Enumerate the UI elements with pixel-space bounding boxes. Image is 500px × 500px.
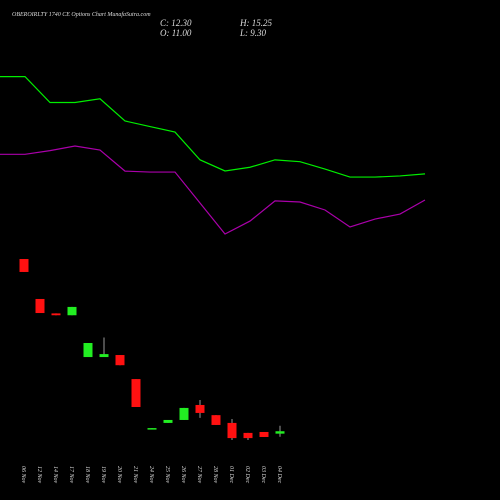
chart-title: OBEROIRLTY 1740 CE Options Chart MunafaS…: [12, 11, 151, 18]
x-tick-label: 06 Nov: [20, 466, 26, 484]
candle-body: [67, 306, 77, 316]
x-tick-label: 28 Nov: [212, 466, 218, 484]
candle-body: [19, 259, 29, 272]
x-tick-label: 21 Nov: [132, 466, 138, 484]
candle-body: [147, 428, 157, 430]
candle-body: [243, 432, 253, 439]
x-tick-label: 01 Dec: [228, 466, 234, 483]
x-tick-label: 27 Nov: [196, 466, 202, 484]
x-tick-label: 04 Dec: [276, 466, 283, 483]
candle-body: [83, 343, 93, 358]
candle-body: [99, 354, 109, 358]
x-tick-label: 25 Nov: [164, 466, 170, 484]
x-tick-label: 17 Nov: [68, 466, 74, 484]
line-series: [0, 145, 426, 235]
x-tick-label: 20 Nov: [116, 466, 122, 484]
low-label: L: 9.30: [239, 28, 267, 38]
candle-body: [163, 419, 173, 423]
candle-body: [227, 422, 237, 439]
x-tick-label: 03 Dec: [260, 466, 266, 483]
candle-body: [35, 298, 45, 314]
x-tick-label: 14 Nov: [52, 466, 59, 484]
x-tick-label: 18 Nov: [84, 466, 90, 484]
candle-body: [179, 407, 189, 420]
candle-body: [275, 431, 285, 434]
line-series: [0, 75, 426, 178]
candle-body: [115, 355, 125, 366]
x-tick-label: 02 Dec: [244, 466, 250, 483]
candle-body: [195, 404, 205, 413]
candle-body: [259, 431, 269, 437]
candle-body: [211, 415, 221, 425]
candle-body: [131, 379, 141, 408]
x-tick-label: 19 Nov: [100, 466, 106, 484]
x-tick-label: 26 Nov: [180, 466, 186, 484]
candle-body: [51, 313, 61, 316]
x-tick-label: 12 Nov: [36, 466, 42, 484]
x-tick-label: 24 Nov: [148, 466, 155, 484]
high-label: H: 15.25: [239, 18, 272, 28]
close-label: C: 12.30: [160, 18, 192, 28]
open-label: O: 11.00: [160, 28, 192, 38]
